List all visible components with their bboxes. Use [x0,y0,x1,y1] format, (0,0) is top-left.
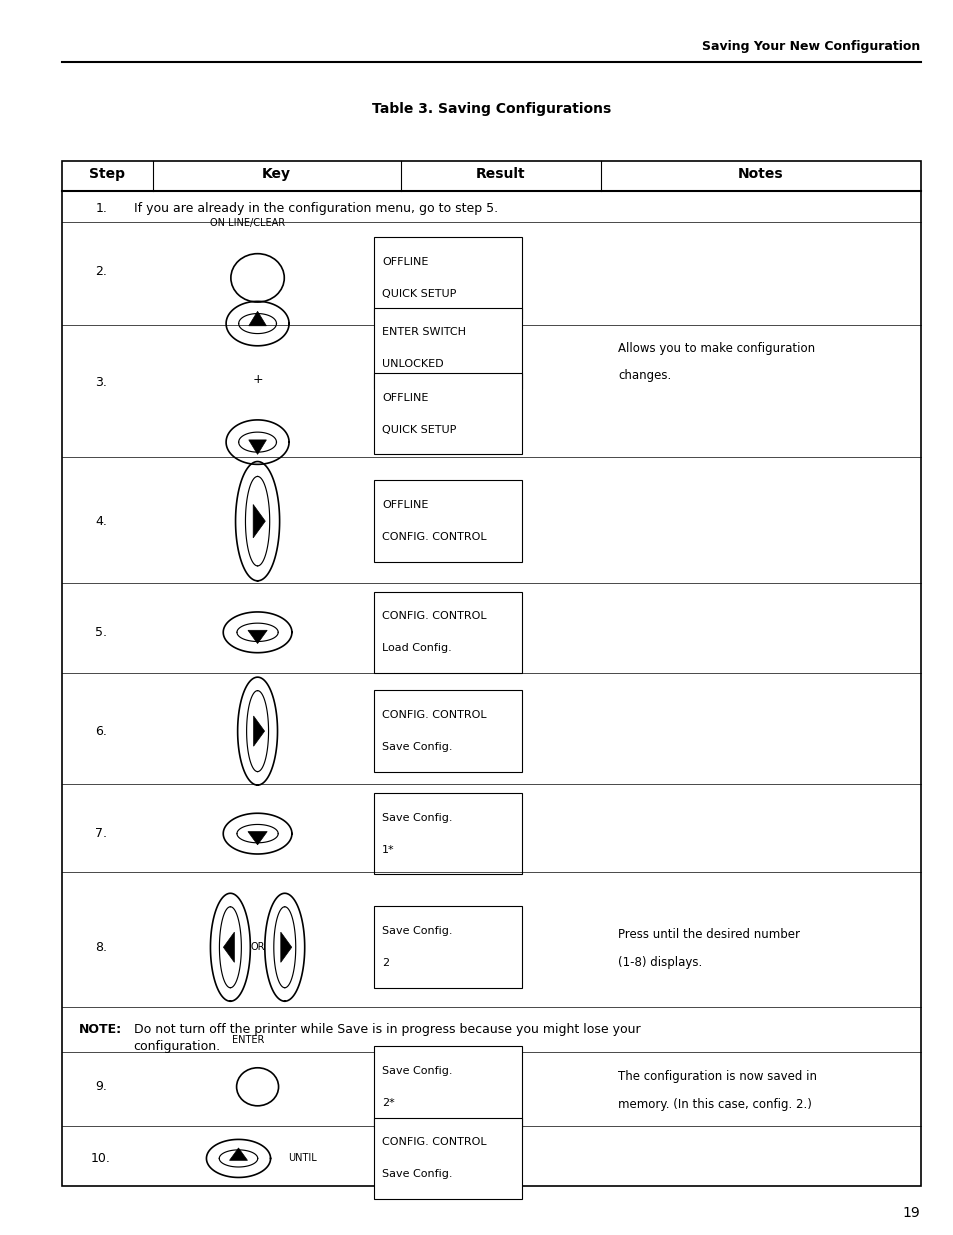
Text: Notes: Notes [737,167,782,180]
Bar [374,1046,522,1128]
Polygon shape [249,311,266,326]
Text: If you are already in the configuration menu, go to step 5.: If you are already in the configuration … [133,203,497,215]
Polygon shape [253,716,264,746]
Text: Save Config.: Save Config. [381,1170,452,1179]
Text: configuration.: configuration. [133,1040,220,1053]
Text: 4.: 4. [95,515,107,527]
Bar [374,1118,522,1199]
Polygon shape [248,630,267,643]
Bar [374,480,522,562]
Bar [374,592,522,673]
Text: CONFIG. CONTROL: CONFIG. CONTROL [381,611,486,621]
Text: +: + [252,373,263,385]
Polygon shape [249,440,266,454]
Text: 7.: 7. [95,827,108,840]
Text: Save Config.: Save Config. [381,742,452,752]
Text: QUICK SETUP: QUICK SETUP [381,289,456,299]
Bar [374,373,522,454]
Bar [374,690,522,772]
Text: QUICK SETUP: QUICK SETUP [381,425,456,435]
Text: CONFIG. CONTROL: CONFIG. CONTROL [381,532,486,542]
Text: CONFIG. CONTROL: CONFIG. CONTROL [381,710,486,720]
Polygon shape [223,932,234,962]
Text: Load Config.: Load Config. [381,643,452,653]
Text: 2: 2 [381,958,389,968]
Bar [374,308,522,389]
Text: 1*: 1* [381,845,395,855]
Polygon shape [248,831,267,845]
Text: 2.: 2. [95,266,107,278]
Text: The configuration is now saved in: The configuration is now saved in [618,1071,817,1083]
Text: UNLOCKED: UNLOCKED [381,359,443,369]
Text: OFFLINE: OFFLINE [381,257,428,267]
Bar [374,906,522,988]
Text: ON LINE/CLEAR: ON LINE/CLEAR [211,219,285,228]
Bar [374,237,522,319]
Text: Step: Step [89,167,125,180]
Text: Press until the desired number: Press until the desired number [618,929,800,941]
Text: Result: Result [476,167,525,180]
Text: (1-8) displays.: (1-8) displays. [618,956,701,968]
Text: OFFLINE: OFFLINE [381,393,428,403]
Text: 10.: 10. [91,1152,111,1165]
Text: 5.: 5. [95,626,108,638]
Text: ENTER: ENTER [232,1035,264,1045]
Bar [374,793,522,874]
Text: Saving Your New Configuration: Saving Your New Configuration [701,40,920,53]
Text: 2*: 2* [381,1098,395,1108]
Text: UNTIL: UNTIL [288,1153,316,1163]
Text: 1.: 1. [95,203,107,215]
Text: changes.: changes. [618,369,671,382]
Text: memory. (In this case, config. 2.): memory. (In this case, config. 2.) [618,1098,811,1110]
Text: 3.: 3. [95,377,107,389]
Bar [62,161,920,1186]
Polygon shape [280,932,292,962]
Text: Do not turn off the printer while Save is in progress because you might lose you: Do not turn off the printer while Save i… [133,1023,639,1036]
Text: NOTE:: NOTE: [79,1023,122,1036]
Text: OR: OR [250,942,265,952]
Text: 19: 19 [902,1205,920,1220]
Text: Save Config.: Save Config. [381,813,452,823]
Text: Key: Key [262,167,291,180]
Text: Save Config.: Save Config. [381,1066,452,1076]
Text: ENTER SWITCH: ENTER SWITCH [381,327,466,337]
Text: Save Config.: Save Config. [381,926,452,936]
Polygon shape [253,504,265,538]
Text: Table 3. Saving Configurations: Table 3. Saving Configurations [372,101,610,116]
Text: 9.: 9. [95,1081,107,1093]
Text: OFFLINE: OFFLINE [381,500,428,510]
Text: 6.: 6. [95,725,107,737]
Polygon shape [230,1149,247,1161]
Text: Allows you to make configuration: Allows you to make configuration [618,342,815,354]
Text: CONFIG. CONTROL: CONFIG. CONTROL [381,1137,486,1147]
Text: 8.: 8. [95,941,108,953]
